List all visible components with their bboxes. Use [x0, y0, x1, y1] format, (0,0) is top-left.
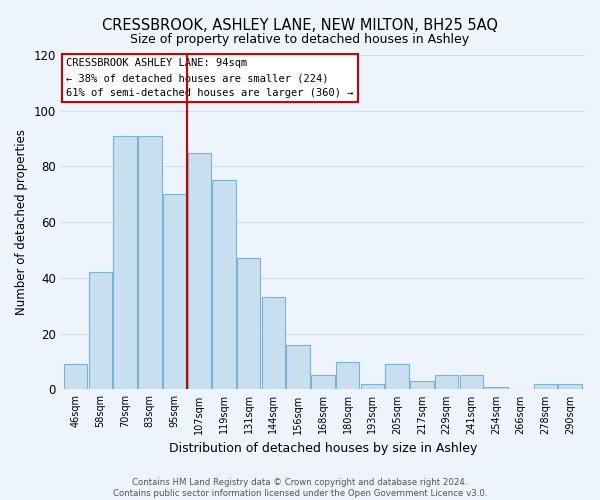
- Bar: [237, 258, 260, 390]
- Bar: [460, 376, 483, 390]
- Bar: [435, 376, 458, 390]
- Y-axis label: Number of detached properties: Number of detached properties: [15, 129, 28, 315]
- Bar: [336, 362, 359, 390]
- Bar: [188, 152, 211, 390]
- Bar: [311, 376, 335, 390]
- Bar: [286, 345, 310, 390]
- Bar: [361, 384, 384, 390]
- Bar: [163, 194, 186, 390]
- Text: CRESSBROOK ASHLEY LANE: 94sqm
← 38% of detached houses are smaller (224)
61% of : CRESSBROOK ASHLEY LANE: 94sqm ← 38% of d…: [66, 58, 353, 98]
- Bar: [410, 381, 434, 390]
- Bar: [385, 364, 409, 390]
- Text: Contains HM Land Registry data © Crown copyright and database right 2024.
Contai: Contains HM Land Registry data © Crown c…: [113, 478, 487, 498]
- Bar: [89, 272, 112, 390]
- Bar: [484, 386, 508, 390]
- Bar: [559, 384, 582, 390]
- Bar: [212, 180, 236, 390]
- X-axis label: Distribution of detached houses by size in Ashley: Distribution of detached houses by size …: [169, 442, 477, 455]
- Bar: [138, 136, 161, 390]
- Text: Size of property relative to detached houses in Ashley: Size of property relative to detached ho…: [130, 32, 470, 46]
- Bar: [113, 136, 137, 390]
- Text: CRESSBROOK, ASHLEY LANE, NEW MILTON, BH25 5AQ: CRESSBROOK, ASHLEY LANE, NEW MILTON, BH2…: [102, 18, 498, 32]
- Bar: [262, 298, 285, 390]
- Bar: [533, 384, 557, 390]
- Bar: [64, 364, 88, 390]
